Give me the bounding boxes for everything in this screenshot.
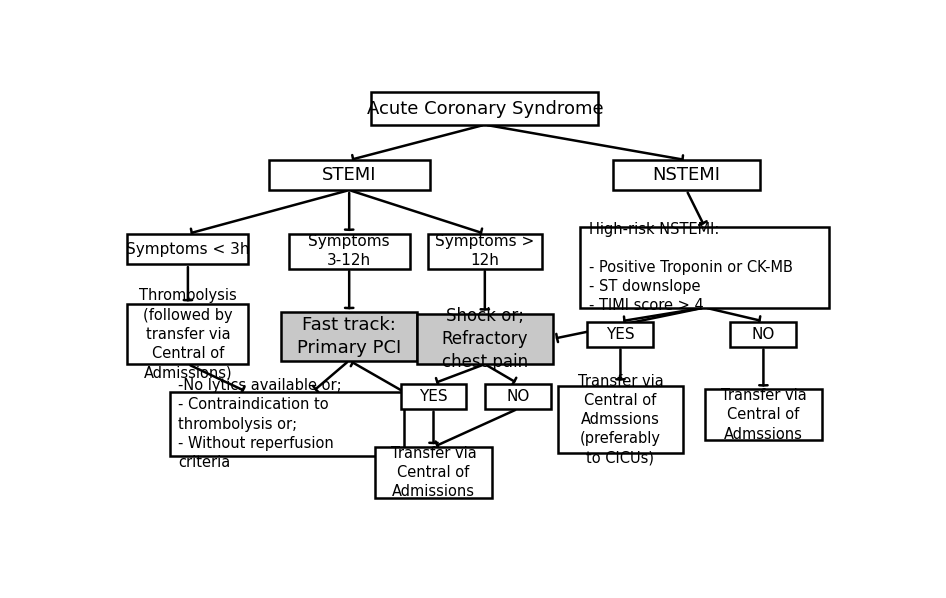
FancyBboxPatch shape: [587, 322, 654, 347]
FancyBboxPatch shape: [417, 313, 552, 364]
FancyBboxPatch shape: [580, 227, 830, 308]
FancyBboxPatch shape: [128, 304, 249, 364]
Text: Symptoms
3-12h: Symptoms 3-12h: [308, 234, 390, 269]
FancyBboxPatch shape: [484, 384, 551, 409]
FancyBboxPatch shape: [128, 234, 249, 264]
Text: NO: NO: [506, 389, 530, 404]
FancyBboxPatch shape: [558, 386, 683, 453]
Text: High-risk NSTEMI:

- Positive Troponin or CK-MB
- ST downslope
- TIMI score > 4: High-risk NSTEMI: - Positive Troponin or…: [589, 221, 793, 313]
Text: NSTEMI: NSTEMI: [653, 166, 721, 184]
FancyBboxPatch shape: [169, 392, 404, 456]
FancyBboxPatch shape: [705, 389, 822, 440]
Text: YES: YES: [419, 389, 447, 404]
Text: Thrombolysis
(followed by
transfer via
Central of
Admissions): Thrombolysis (followed by transfer via C…: [139, 288, 236, 380]
Text: Transfer via
Central of
Admssions: Transfer via Central of Admssions: [721, 388, 806, 441]
Text: Shock or;
Refractory
chest pain: Shock or; Refractory chest pain: [442, 307, 528, 371]
Text: Transfer via
Central of
Admssions
(preferably
to CICUs): Transfer via Central of Admssions (prefe…: [578, 374, 663, 465]
FancyBboxPatch shape: [375, 447, 492, 498]
Text: NO: NO: [752, 327, 775, 341]
FancyBboxPatch shape: [613, 160, 760, 190]
Text: STEMI: STEMI: [322, 166, 377, 184]
Text: Symptoms < 3h: Symptoms < 3h: [126, 242, 250, 257]
FancyBboxPatch shape: [269, 160, 429, 190]
FancyBboxPatch shape: [371, 93, 599, 125]
Text: -No lytics available or;
- Contraindication to
thrombolysis or;
- Without reperf: -No lytics available or; - Contraindicat…: [179, 378, 342, 470]
Text: Acute Coronary Syndrome: Acute Coronary Syndrome: [366, 100, 604, 118]
FancyBboxPatch shape: [730, 322, 797, 347]
FancyBboxPatch shape: [281, 312, 417, 361]
Text: Transfer via
Central of
Admissions: Transfer via Central of Admissions: [391, 446, 477, 499]
Text: YES: YES: [606, 327, 635, 341]
FancyBboxPatch shape: [400, 384, 466, 409]
FancyBboxPatch shape: [289, 234, 410, 269]
Text: Fast track:
Primary PCI: Fast track: Primary PCI: [297, 316, 401, 357]
FancyBboxPatch shape: [428, 234, 542, 269]
Text: Symptoms >
12h: Symptoms > 12h: [435, 234, 534, 269]
